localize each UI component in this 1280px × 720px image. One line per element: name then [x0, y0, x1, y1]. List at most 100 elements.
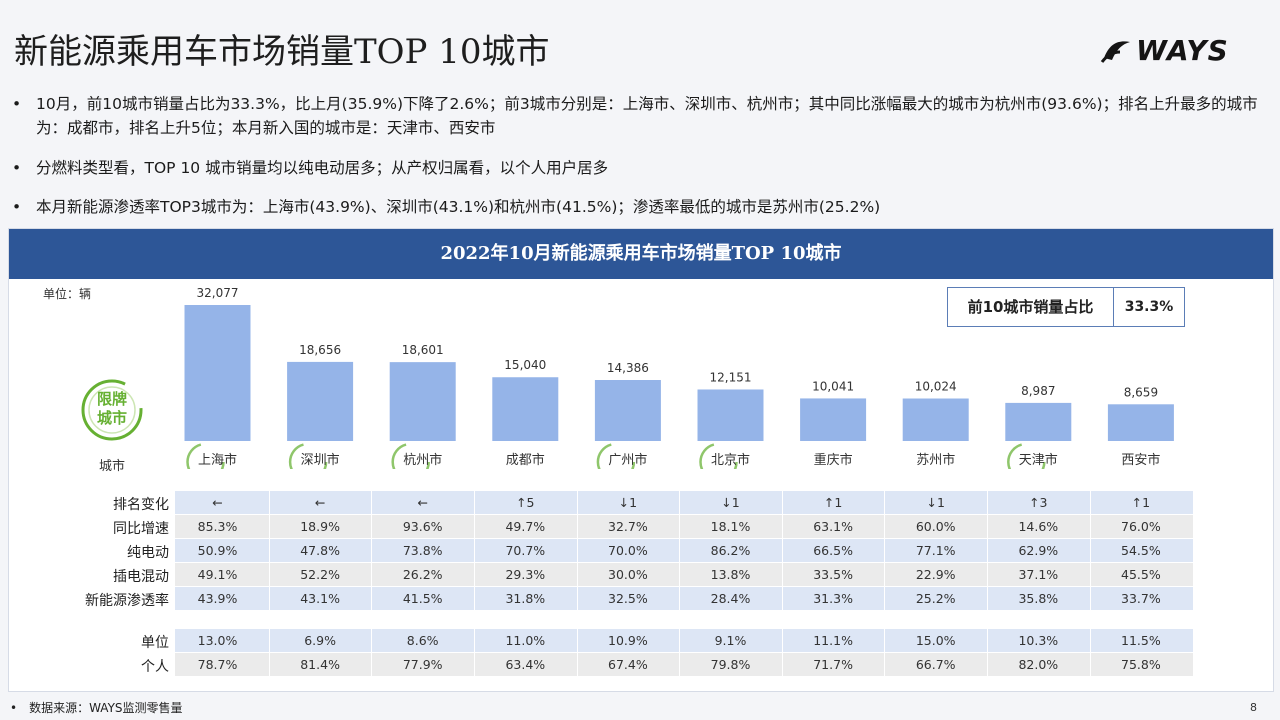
table-cell: 18.9%: [300, 519, 340, 534]
city-tick-label: 杭州市: [403, 452, 442, 468]
top10-share-box: 前10城市销量占比 33.3%: [947, 287, 1185, 327]
page-title: 新能源乘用车市场销量TOP 10城市: [14, 32, 550, 72]
column-divider: [679, 515, 681, 538]
table-cell: 76.0%: [1121, 519, 1161, 534]
bar-9: [1005, 402, 1072, 441]
table-row-label: 排名变化: [113, 497, 169, 513]
logo-text: WAYS: [1136, 34, 1229, 67]
bar-value-label: 18,601: [402, 343, 444, 357]
bar-3: [389, 362, 456, 441]
table-cell: ←: [417, 495, 428, 510]
table-cell: 85.3%: [197, 519, 238, 534]
city-tick-label: 天津市: [1019, 452, 1058, 468]
bar-8: [902, 398, 969, 441]
page-number: 8: [1250, 701, 1257, 714]
table-cell: 66.7%: [915, 657, 956, 672]
column-divider: [987, 629, 988, 652]
table-row-label: 同比增速: [113, 521, 169, 537]
table-cell: 86.2%: [710, 543, 751, 558]
table-cell: 32.7%: [608, 519, 648, 534]
column-divider: [679, 491, 681, 514]
column-divider: [268, 587, 270, 610]
column-divider: [987, 491, 988, 514]
city-tick-label: 上海市: [198, 452, 237, 468]
column-divider: [987, 515, 988, 538]
column-divider: [1089, 587, 1091, 610]
column-divider: [884, 629, 886, 652]
column-divider: [371, 629, 373, 652]
city-tick-label: 北京市: [711, 452, 750, 468]
table-cell: 11.5%: [1121, 633, 1161, 648]
column-divider: [268, 539, 270, 562]
column-divider: [1089, 629, 1091, 652]
table-cell: ↓1: [618, 495, 638, 510]
column-divider: [576, 587, 578, 610]
table-cell: 73.8%: [402, 543, 443, 558]
column-divider: [781, 653, 783, 676]
column-divider: [884, 587, 886, 610]
table-cell: 66.5%: [813, 543, 853, 558]
table-cell: 71.7%: [813, 657, 853, 672]
column-divider: [884, 539, 886, 562]
column-divider: [474, 629, 475, 652]
column-divider: [371, 515, 373, 538]
column-divider: [576, 563, 578, 586]
table-cell: 14.6%: [1018, 519, 1059, 534]
table-row: [175, 587, 1193, 610]
column-divider: [474, 515, 475, 538]
restricted-city-marker-icon: [596, 442, 636, 469]
table-cell: 33.5%: [813, 567, 853, 582]
table-row-label: 纯电动: [127, 545, 169, 561]
bar-value-label: 14,386: [607, 361, 649, 375]
column-divider: [1089, 563, 1091, 586]
table-cell: 78.7%: [197, 657, 238, 672]
column-divider: [474, 587, 475, 610]
column-divider: [781, 629, 783, 652]
city-tick-label: 重庆市: [814, 452, 853, 468]
column-divider: [987, 587, 988, 610]
table-cell: 75.8%: [1121, 657, 1161, 672]
restricted-city-marker-icon: [186, 442, 225, 469]
column-divider: [679, 587, 681, 610]
ways-logo-icon: [1100, 40, 1130, 63]
restricted-city-marker-icon: [1007, 442, 1046, 469]
bullet-2: 分燃料类型看，TOP 10 城市销量均以纯电动居多；从产权归属看，以个人用户居多: [10, 156, 608, 180]
city-tick-label: 苏州市: [916, 452, 955, 468]
bar-value-label: 32,077: [197, 286, 239, 300]
city-tick-label: 广州市: [608, 452, 647, 468]
table-cell: 15.0%: [915, 633, 956, 648]
table-cell: 11.1%: [813, 633, 853, 648]
column-divider: [371, 653, 373, 676]
column-divider: [884, 653, 886, 676]
table-cell: 63.1%: [813, 519, 853, 534]
table-cell: 79.8%: [710, 657, 751, 672]
table-cell: 32.5%: [608, 591, 648, 606]
badge-text: 限牌 城市: [79, 390, 145, 428]
table-row: [175, 491, 1193, 514]
table-cell: 43.1%: [300, 591, 340, 606]
bar-4: [492, 377, 559, 441]
bar-10: [1107, 404, 1174, 441]
table-cell: 50.9%: [197, 543, 238, 558]
bar-6: [697, 389, 764, 441]
table-row: [175, 539, 1193, 562]
column-divider: [268, 629, 270, 652]
column-divider: [371, 539, 373, 562]
column-divider: [576, 539, 578, 562]
bar-value-label: 10,041: [812, 379, 854, 393]
table-cell: 25.2%: [915, 591, 956, 606]
table-cell: 47.8%: [300, 543, 340, 558]
table-cell: ↓1: [721, 495, 740, 510]
city-tick-label: 深圳市: [301, 452, 340, 468]
table-row: [175, 629, 1193, 652]
table-cell: 52.2%: [300, 567, 340, 582]
table-cell: 10.3%: [1018, 633, 1059, 648]
sales-bar-chart: 32,077 上海市 18,656 深圳市 18,601 杭州市 15,040 成都市 14,3…: [184, 286, 1174, 469]
column-divider: [576, 653, 578, 676]
table-cell: 70.0%: [608, 543, 648, 558]
table-cell: 31.3%: [813, 591, 853, 606]
bar-value-label: 8,987: [1021, 384, 1055, 398]
table-cell: 6.9%: [304, 633, 336, 648]
column-divider: [987, 539, 988, 562]
column-divider: [679, 563, 681, 586]
